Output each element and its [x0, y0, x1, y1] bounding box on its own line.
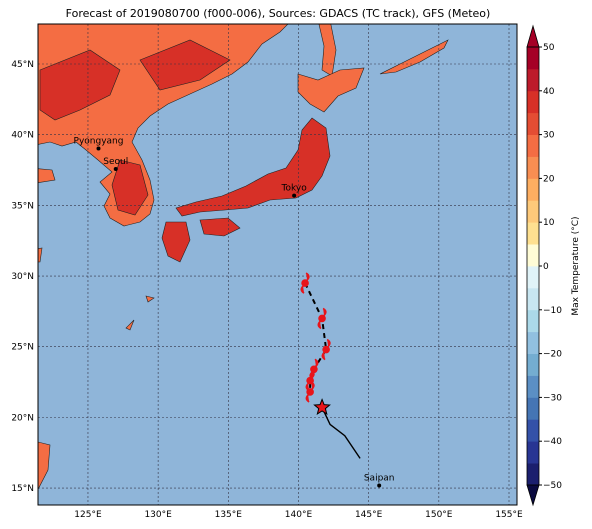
x-tick-label: 135°E: [215, 510, 243, 520]
colorbar-swatch: [527, 397, 539, 420]
y-tick-label: 15°N: [11, 484, 34, 494]
city-dot: [377, 483, 382, 488]
storm-symbol: [321, 338, 331, 361]
colorbar-swatch: [527, 68, 539, 92]
colorbar-swatch: [527, 90, 539, 114]
city-dot: [113, 167, 118, 172]
warm-area: [39, 39, 231, 216]
colorbar-tick-label: 40: [543, 87, 555, 97]
city-label: Saipan: [364, 473, 395, 483]
colorbar-tick-label: −50: [543, 481, 562, 491]
y-tick-label: 40°N: [11, 131, 34, 141]
land-layer: [38, 24, 449, 491]
x-tick-label: 150°E: [425, 510, 453, 520]
colorbar-swatch: [527, 419, 539, 442]
colorbar-swatch: [527, 287, 539, 311]
colorbar-swatch: [527, 375, 539, 398]
colorbar-tick-label: −40: [543, 437, 562, 447]
colorbar: 50 40 30 20 10 0 −10 −20 −30 −40 −50 Max Temperatur…: [526, 24, 581, 507]
colorbar-swatch: [527, 222, 539, 245]
map-frame: [37, 23, 518, 506]
city-label: Tokyo: [281, 184, 308, 194]
hokkaido: [297, 67, 365, 113]
colorbar-swatch: [527, 47, 539, 70]
colorbar-swatch: [527, 112, 539, 135]
x-tick-label: 140°E: [285, 510, 313, 520]
y-tick-label: 20°N: [11, 413, 34, 423]
colorbar-tick-label: 30: [543, 131, 555, 141]
kyushu: [161, 221, 191, 263]
storm-symbol: [305, 381, 315, 403]
storm-symbol: [300, 272, 310, 294]
x-tick-label: 145°E: [355, 510, 383, 520]
colorbar-swatch: [527, 309, 539, 333]
colorbar-tick-label: −20: [543, 350, 562, 360]
y-tick-label: 35°N: [11, 201, 34, 211]
colorbar-swatch: [527, 156, 539, 179]
x-tick-label: 155°E: [495, 510, 523, 520]
past-track: [321, 407, 361, 459]
shikoku: [199, 217, 241, 237]
colorbar-swatch: [527, 134, 539, 157]
city-dot: [96, 146, 101, 151]
colorbar-swatch: [527, 244, 539, 267]
colorbar-swatch: [527, 353, 539, 376]
colorbar-tick-label: 50: [543, 43, 555, 53]
colorbar-extend-bottom: [526, 484, 540, 507]
grid: 125°E 130°E 135°E 140°E 145°E 150°E 155°E 15°N 2…: [11, 24, 523, 520]
colorbar-tick-label: 0: [543, 262, 549, 272]
small-islands: [125, 295, 155, 331]
x-tick-label: 125°E: [74, 510, 102, 520]
colorbar-label: Max Temperature (°C): [571, 216, 581, 315]
colorbar-swatch: [527, 178, 539, 201]
colorbar-tick-label: 10: [543, 218, 555, 228]
colorbar-tick-label: 20: [543, 174, 555, 184]
y-tick-label: 25°N: [11, 343, 34, 353]
x-tick-label: 130°E: [144, 510, 172, 520]
city-label: Pyongyang: [74, 137, 124, 147]
colorbar-swatch: [527, 441, 539, 464]
y-tick-label: 30°N: [11, 272, 34, 282]
city-dot: [292, 193, 297, 198]
marks: Pyongyang Seoul Tokyo Saipan: [74, 137, 395, 488]
colorbar-swatch: [527, 200, 539, 223]
title: Forecast of 2019080700 (f000-006), Sourc…: [66, 7, 491, 20]
city-label: Seoul: [103, 157, 128, 167]
colorbar-swatch: [527, 331, 539, 354]
colorbar-tick-label: −30: [543, 393, 562, 403]
colorbar-extend-top: [526, 24, 540, 48]
storm-symbol: [317, 307, 327, 330]
colorbar-swatch: [527, 463, 539, 486]
current-position-star: [313, 398, 331, 416]
honshu: [175, 117, 331, 217]
forecast-track: [304, 282, 328, 392]
colorbar-tick-label: −10: [543, 306, 562, 316]
colorbar-swatch: [527, 266, 539, 289]
china-coast: [38, 168, 56, 491]
kuril-islands: [379, 39, 449, 75]
y-tick-label: 45°N: [11, 60, 34, 70]
